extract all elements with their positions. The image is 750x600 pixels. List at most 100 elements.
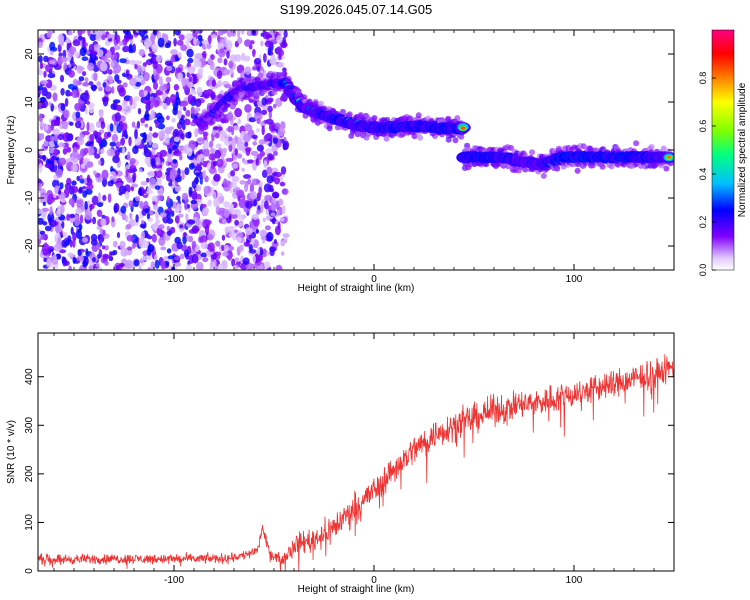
spectrogram-noise-blob (151, 195, 158, 202)
spectrogram-noise-blob (72, 256, 77, 264)
spectrogram-noise-blob (155, 54, 163, 63)
spectrogram-noise-blob (143, 72, 150, 82)
spectrogram-noise-blob (270, 167, 279, 173)
spectrogram-noise-blob (119, 58, 127, 64)
spectrogram-noise-blob (264, 261, 271, 269)
spectrogram-noise-blob (100, 218, 107, 227)
spectrogram-halo (540, 172, 547, 179)
spectrogram-noise-blob (49, 147, 55, 154)
spectrogram-noise-blob (53, 243, 62, 252)
spectrogram-noise-blob (232, 163, 239, 169)
spectrogram-noise-blob (79, 174, 83, 180)
spectrogram-noise-blob (113, 172, 117, 183)
spectrogram-noise-blob (73, 51, 78, 57)
spectrogram-noise-blob (224, 226, 229, 235)
spectrogram-noise-blob (77, 249, 82, 257)
spectrogram-noise-blob (264, 225, 271, 231)
spectrogram-noise-blob (243, 133, 251, 143)
spectrogram-noise-blob (264, 40, 273, 48)
spectrogram-noise-blob (145, 102, 151, 112)
spectrogram-noise-blob (125, 223, 132, 230)
spectrogram-noise-blob (237, 141, 245, 151)
spectrogram-noise-blob (107, 193, 112, 203)
spectrogram-noise-blob (129, 59, 136, 66)
spectrogram-noise-blob (57, 142, 66, 148)
spectrogram-noise-blob (234, 148, 239, 156)
spectrogram-noise-blob (271, 241, 279, 248)
spectrogram-noise-blob (240, 30, 245, 35)
spectrogram-noise-blob (174, 262, 182, 267)
spectrogram-noise-blob (144, 156, 151, 165)
spectrogram-noise-blob (262, 31, 271, 40)
spectrogram-noise-blob (249, 182, 255, 193)
spectrogram-noise-blob (96, 209, 103, 217)
spectrogram-noise-blob (149, 177, 157, 186)
spectrogram-noise-blob (164, 134, 170, 144)
spectrogram-noise-blob (209, 265, 213, 270)
spectrogram-noise-blob (79, 178, 85, 184)
spectrogram-noise-blob (172, 159, 178, 164)
spectrogram-noise-blob (222, 218, 227, 225)
spectrogram-noise-blob (143, 200, 149, 211)
spectrogram-noise-blob (85, 188, 93, 195)
spectrogram-noise-blob (75, 111, 81, 119)
spectrogram-noise-blob (198, 67, 204, 75)
spectrogram-noise-blob (203, 139, 209, 150)
spectrogram-noise-blob (173, 84, 180, 91)
spectrogram-noise-blob (88, 44, 95, 54)
spectrogram-noise-blob (179, 253, 185, 259)
spectrogram-noise-blob (138, 265, 142, 270)
spectrogram-noise-blob (279, 217, 285, 222)
spectrogram-noise-blob (38, 113, 43, 123)
spectrogram-noise-blob (226, 112, 234, 121)
spectrogram-noise-blob (191, 180, 197, 189)
spectrogram-noise-blob (255, 127, 261, 133)
spectrogram-noise-blob (52, 92, 58, 102)
spectrogram-noise-blob (234, 219, 239, 226)
spectrogram-noise-blob (228, 232, 237, 238)
spectrogram-noise-blob (63, 260, 70, 266)
spectrogram-noise-blob (82, 82, 90, 87)
spectrogram-noise-blob (256, 118, 261, 125)
spectrogram-noise-blob (202, 257, 209, 263)
spectrogram-noise-blob (54, 185, 60, 195)
spectrogram-noise-blob (140, 117, 146, 124)
spectrogram-noise-blob (132, 242, 136, 249)
spectrogram-noise-blob (109, 123, 114, 132)
spectrogram-noise-blob (179, 106, 183, 111)
spectrogram-noise-blob (39, 133, 45, 140)
spectrogram-noise-blob (188, 163, 195, 170)
spectrogram-noise-blob (39, 61, 44, 70)
spectrogram-noise-blob (113, 202, 120, 213)
spectrogram-noise-blob (252, 254, 256, 264)
spectrogram-noise-blob (48, 60, 56, 65)
spectrogram-noise-blob (174, 56, 180, 62)
spectrogram-noise-blob (184, 167, 190, 176)
spectrogram-noise-blob (166, 248, 172, 254)
spectrogram-noise-blob (101, 34, 106, 41)
spectrogram-noise-blob (86, 161, 94, 168)
chart-title: S199.2026.045.07.14.G05 (280, 2, 433, 17)
spectrogram-noise-blob (68, 63, 72, 68)
spectrogram-noise-blob (176, 195, 181, 201)
spectrogram-noise-blob (199, 177, 203, 185)
spectrogram-noise-blob (260, 109, 268, 115)
spectrogram-noise-blob (39, 148, 43, 156)
spectrogram-noise-blob (119, 240, 126, 250)
spectrogram-noise-blob (71, 180, 77, 186)
spectrogram-noise-blob (192, 79, 197, 85)
spectrogram-noise-blob (196, 261, 204, 270)
spectrogram-noise-blob (252, 141, 258, 146)
spectrogram-noise-blob (269, 56, 277, 65)
spectrogram-noise-blob (70, 226, 74, 235)
spectrogram-noise-blob (82, 37, 86, 47)
spectrogram-noise-blob (181, 77, 187, 87)
spectrogram-halo (339, 108, 346, 115)
spectrogram-noise-blob (38, 163, 43, 173)
spectrogram-noise-blob (101, 177, 108, 188)
spectrogram-noise-blob (115, 141, 122, 148)
spectrogram-noise-blob (121, 147, 126, 155)
spectrogram-noise-blob (90, 85, 98, 90)
spectrogram-noise-blob (108, 76, 114, 85)
spectrogram-noise-blob (245, 200, 253, 209)
